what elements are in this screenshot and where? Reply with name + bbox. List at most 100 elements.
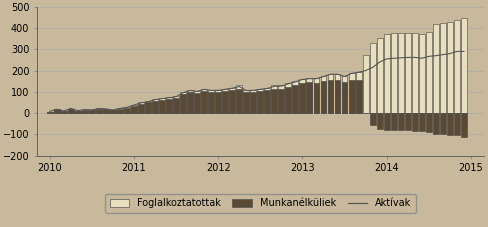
Bar	[426, 32, 432, 113]
Bar	[398, 113, 404, 130]
Bar	[363, 55, 368, 113]
Bar	[356, 80, 362, 113]
Bar	[208, 90, 214, 113]
Bar	[124, 107, 130, 113]
Bar	[279, 89, 285, 113]
Bar	[285, 83, 291, 113]
Bar	[159, 100, 165, 113]
Bar	[82, 109, 88, 113]
Bar	[447, 22, 453, 113]
Bar	[244, 92, 249, 113]
Bar	[47, 112, 53, 113]
Bar	[138, 104, 144, 113]
Bar	[377, 38, 383, 113]
Bar	[433, 24, 439, 113]
Bar	[68, 109, 74, 113]
Bar	[208, 92, 214, 113]
Bar	[117, 109, 123, 113]
Bar	[300, 83, 305, 113]
Bar	[405, 33, 411, 113]
Bar	[187, 90, 193, 113]
Bar	[384, 113, 389, 130]
Bar	[264, 90, 270, 113]
Bar	[377, 113, 383, 129]
Bar	[433, 113, 439, 134]
Bar	[300, 79, 305, 113]
Bar	[306, 82, 312, 113]
Bar	[145, 101, 151, 113]
Bar	[306, 78, 312, 113]
Bar	[426, 113, 432, 132]
Bar	[201, 91, 207, 113]
Bar	[215, 90, 221, 113]
Bar	[292, 81, 298, 113]
Bar	[117, 109, 123, 113]
Bar	[461, 113, 467, 136]
Bar	[454, 20, 460, 113]
Bar	[271, 89, 277, 113]
Bar	[215, 92, 221, 113]
Bar	[461, 18, 467, 113]
Bar	[356, 72, 362, 113]
Bar	[391, 113, 397, 130]
Bar	[96, 109, 102, 113]
Bar	[194, 93, 200, 113]
Bar	[419, 35, 425, 113]
Bar	[244, 90, 249, 113]
Bar	[131, 106, 137, 113]
Bar	[138, 103, 144, 113]
Bar	[264, 88, 270, 113]
Bar	[96, 109, 102, 113]
Bar	[292, 86, 298, 113]
Bar	[327, 80, 333, 113]
Bar	[447, 113, 453, 135]
Bar	[131, 105, 137, 113]
Bar	[348, 80, 354, 113]
Bar	[342, 76, 347, 113]
Bar	[110, 110, 116, 113]
Bar	[391, 33, 397, 113]
Bar	[89, 110, 95, 113]
Bar	[370, 43, 376, 113]
Bar	[75, 111, 81, 113]
Bar	[342, 82, 347, 113]
Bar	[166, 99, 172, 113]
Bar	[124, 108, 130, 113]
Bar	[412, 113, 418, 131]
Bar	[103, 109, 109, 113]
Bar	[348, 73, 354, 113]
Bar	[335, 80, 341, 113]
Bar	[454, 113, 460, 135]
Bar	[54, 109, 60, 113]
Bar	[222, 91, 228, 113]
Bar	[335, 74, 341, 113]
Bar	[321, 76, 326, 113]
Bar	[257, 91, 263, 113]
Bar	[54, 109, 60, 113]
Bar	[398, 33, 404, 113]
Bar	[313, 78, 320, 113]
Bar	[321, 81, 326, 113]
Bar	[236, 86, 242, 113]
Bar	[201, 89, 207, 113]
Bar	[61, 111, 67, 113]
Bar	[61, 111, 67, 113]
Bar	[257, 89, 263, 113]
Bar	[103, 109, 109, 113]
Bar	[285, 86, 291, 113]
Bar	[279, 86, 285, 113]
Bar	[75, 111, 81, 113]
Bar	[250, 92, 256, 113]
Bar	[152, 101, 158, 113]
Bar	[187, 92, 193, 113]
Bar	[194, 91, 200, 113]
Bar	[173, 98, 179, 113]
Bar	[327, 74, 333, 113]
Bar	[440, 113, 446, 134]
Bar	[250, 90, 256, 113]
Bar	[47, 112, 53, 113]
Bar	[110, 110, 116, 113]
Bar	[222, 89, 228, 113]
Bar	[68, 109, 74, 113]
Bar	[166, 97, 172, 113]
